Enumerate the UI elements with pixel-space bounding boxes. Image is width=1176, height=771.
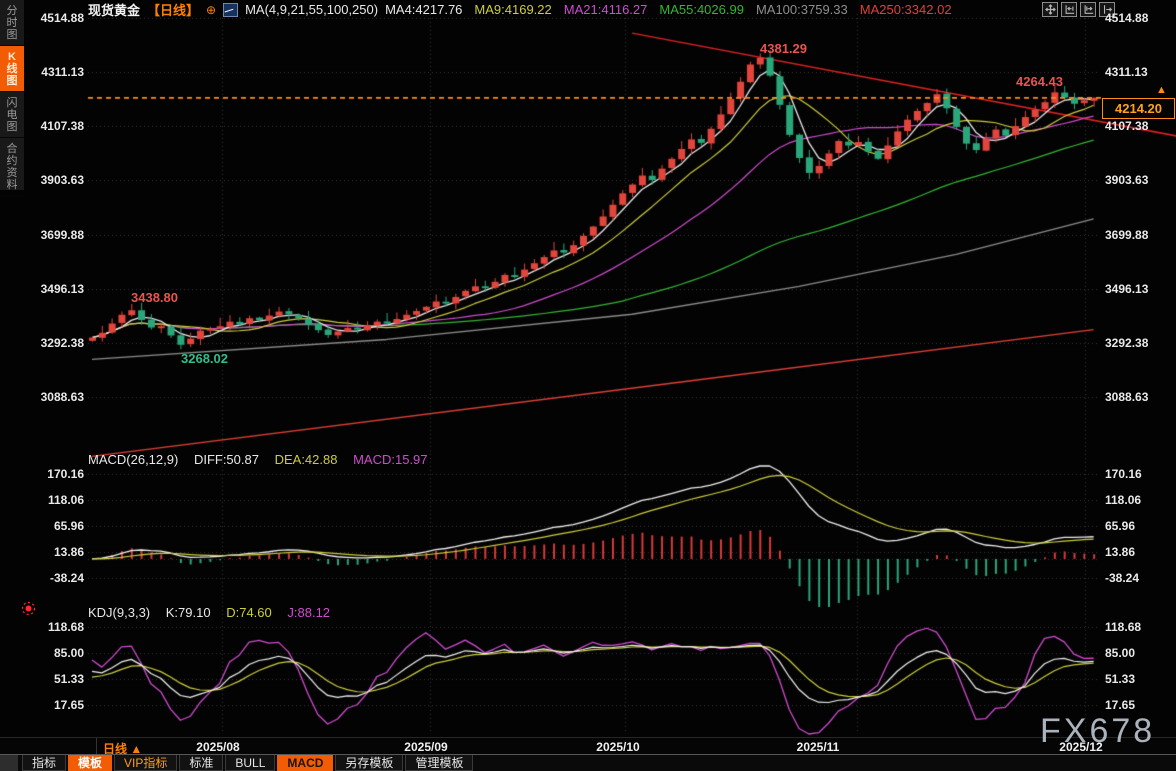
y-axis-label: 13.86 [53, 544, 84, 559]
y-axis-label: 3496.13 [1105, 281, 1149, 296]
ma-legend-item: MA100:3759.33 [755, 2, 848, 17]
ma-group-label: MA(4,9,21,55,100,250) [245, 2, 379, 17]
y-axis-label: 118.68 [47, 620, 84, 634]
y-axis-label: 4514.88 [1105, 11, 1149, 25]
chart-header: 现货黄金 【日线】 ⊕ MA(4,9,21,55,100,250) MA4:42… [88, 2, 964, 18]
sidebar-tab-label: K线图 [6, 51, 18, 87]
y-axis-label: 17.65 [1105, 698, 1136, 712]
ma-legend-item: MA9:4169.22 [474, 2, 552, 17]
annotation-recent-high: 4264.43 [1016, 74, 1063, 89]
chart-type-sidebar: 分时图 K线图闪电图合约资料 [0, 0, 24, 196]
x-axis-row: 日线 ▲ 2025/08 2025/09 2025/10 2025/11 2025/12 [0, 737, 1176, 756]
y-axis-label: 4311.13 [41, 65, 84, 80]
x-axis-label: 2025/09 [404, 740, 448, 754]
live-record-icon [21, 601, 36, 616]
indicator-toolbar: 指标 模板 VIP指标 标准 BULL MACD 另存模板 管理模板 [0, 754, 1176, 771]
y-axis-label: 118.68 [1105, 620, 1142, 634]
sidebar-tab-label: 合约资料 [6, 143, 18, 191]
y-axis-label: 3699.88 [40, 227, 84, 242]
axis-pan-left-icon[interactable] [1061, 2, 1077, 17]
ma-legend: MA4:4217.76 MA9:4169.22 MA21:4116.27 MA55:4… [385, 2, 963, 17]
y-axis-label: -38.24 [49, 571, 84, 585]
y-axis-label: 3088.63 [1105, 389, 1149, 404]
toolbar-tab-MACD[interactable]: MACD [277, 755, 334, 771]
y-axis-label: 17.65 [53, 698, 84, 712]
toolbar-tab-管理模板[interactable]: 管理模板 [405, 755, 474, 771]
add-indicator-icon[interactable]: ⊕ [206, 2, 217, 17]
corner-square [0, 755, 18, 771]
kdj-header: KDJ(9,3,3) K:79.10 D:74.60 J:88.12 [88, 605, 342, 620]
ma-legend-item: MA21:4116.27 [563, 2, 648, 17]
ma-legend-item: MA55:4026.99 [659, 2, 744, 17]
macd-name: MACD(26,12,9) [88, 452, 179, 467]
fit-screen-icon[interactable] [1042, 2, 1058, 17]
price-up-arrow-icon: ▲ [1156, 84, 1167, 96]
macd-macd-value: MACD:15.97 [353, 452, 428, 467]
y-axis-label: 51.33 [1105, 672, 1136, 686]
y-axis-label: 3496.13 [40, 281, 84, 296]
macd-dea-value: DEA:42.88 [274, 452, 338, 467]
mini-chart-icon[interactable] [223, 2, 239, 17]
watermark: FX678 [1040, 712, 1156, 750]
divider [96, 738, 97, 755]
y-axis-label: 3903.63 [40, 173, 84, 188]
ma-legend-item: MA4:4217.76 [385, 2, 463, 17]
sidebar-tab-闪电图[interactable]: 闪电图 [0, 92, 24, 138]
x-axis-label: 2025/08 [196, 740, 240, 754]
y-axis-label: 3088.63 [40, 389, 84, 404]
ma-legend-item: MA250:3342.02 [859, 2, 952, 17]
toolbar-tab-标准[interactable]: 标准 [179, 755, 224, 771]
y-axis-label: 65.96 [53, 518, 84, 533]
y-axis-label: 170.16 [47, 466, 84, 481]
kdj-j-value: J:88.12 [287, 605, 331, 620]
y-axis-label: 118.06 [1105, 492, 1142, 507]
toolbar-tab-模板[interactable]: 模板 [68, 755, 113, 771]
y-axis-label: 3292.38 [40, 335, 84, 350]
x-axis-label: 2025/12 [1059, 740, 1103, 754]
toolbar-tab-BULL[interactable]: BULL [225, 755, 276, 771]
y-axis-label: 118.06 [47, 492, 84, 507]
annotation-swing-high: 3438.80 [131, 290, 178, 305]
toolbar-tab-指标[interactable]: 指标 [22, 755, 67, 771]
kdj-d-value: D:74.60 [226, 605, 272, 620]
annotation-swing-low: 3268.02 [181, 351, 228, 366]
y-axis-label: -38.24 [1105, 571, 1140, 585]
y-axis-label: 3699.88 [1105, 227, 1149, 242]
y-axis-label: 51.33 [53, 672, 84, 686]
sidebar-tab-合约资料[interactable]: 合约资料 [0, 138, 24, 196]
x-axis-label: 2025/11 [796, 740, 840, 754]
sidebar-tab-分时图[interactable]: 分时图 [0, 0, 24, 46]
x-axis-label: 2025/10 [596, 740, 640, 754]
toolbar-tab-另存模板[interactable]: 另存模板 [335, 755, 404, 771]
annotation-peak-high: 4381.29 [760, 41, 807, 56]
y-axis-label: 4514.88 [40, 11, 84, 25]
y-axis-label: 85.00 [53, 646, 84, 660]
kdj-name: KDJ(9,3,3) [88, 605, 151, 620]
axis-pan-right-icon[interactable] [1080, 2, 1096, 17]
y-axis-label: 4107.38 [1105, 119, 1149, 134]
period-selector[interactable]: 日线 ▲ [103, 742, 143, 756]
y-axis-label: 4107.38 [40, 119, 84, 134]
y-axis-label: 85.00 [1105, 646, 1136, 660]
period-tag: 【日线】 [147, 3, 200, 18]
macd-header: MACD(26,12,9) DIFF:50.87 DEA:42.88 MACD:… [88, 452, 440, 467]
chart-tools [1042, 2, 1115, 17]
toolbar-tab-VIP指标[interactable]: VIP指标 [114, 755, 178, 771]
macd-diff-value: DIFF:50.87 [193, 452, 259, 467]
sidebar-tab-label: 分时图 [6, 5, 18, 41]
y-axis-label: 4311.13 [1105, 65, 1148, 80]
last-price-tag: 4214.20 [1102, 98, 1175, 119]
y-axis-label: 3903.63 [1105, 173, 1149, 188]
y-axis-label: 13.86 [1105, 544, 1136, 559]
goto-latest-icon[interactable] [1099, 2, 1115, 17]
y-axis-label: 65.96 [1105, 518, 1136, 533]
sidebar-tab-K线图[interactable]: K线图 [0, 46, 24, 92]
sidebar-tab-label: 闪电图 [6, 97, 18, 133]
y-axis-label: 3292.38 [1105, 335, 1149, 350]
kdj-k-value: K:79.10 [165, 605, 211, 620]
symbol-title: 现货黄金 [88, 3, 141, 18]
y-axis-label: 170.16 [1105, 466, 1142, 481]
